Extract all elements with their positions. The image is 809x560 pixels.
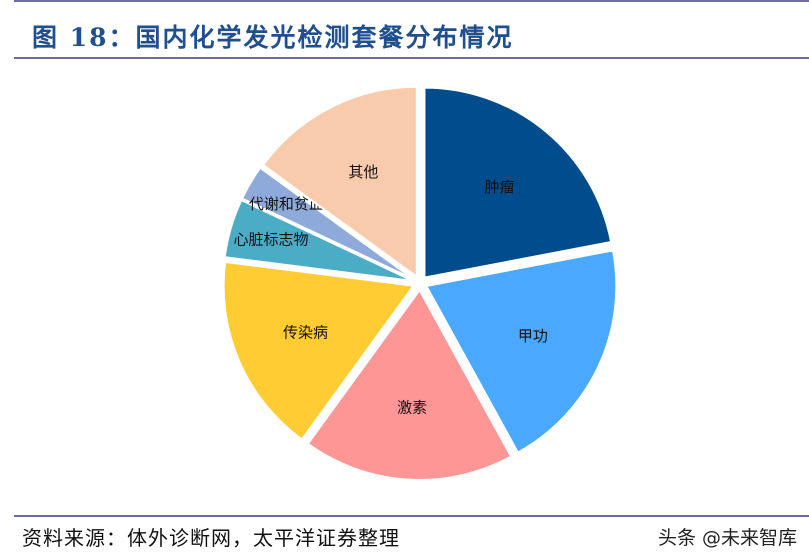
watermark: 头条 @未来智库 bbox=[657, 527, 797, 549]
slice-label: 肿瘤 bbox=[485, 178, 515, 196]
pie-slice bbox=[306, 288, 513, 481]
slice-label: 代谢和贫血 bbox=[249, 195, 324, 213]
pie-chart: 肿瘤甲功激素 传染病 心脏标志物 代谢和贫血 其他 bbox=[0, 60, 809, 510]
slice-label: 其他 bbox=[348, 163, 378, 181]
pie-slice bbox=[223, 198, 414, 283]
slice-label: 心脏标志物 bbox=[233, 231, 308, 249]
title-underline bbox=[14, 57, 809, 59]
slice-label: 甲功 bbox=[518, 327, 548, 345]
pie-slice bbox=[424, 249, 618, 454]
pie-slice bbox=[423, 86, 613, 279]
slice-label: 传染病 bbox=[283, 324, 328, 342]
pie-slice bbox=[261, 85, 418, 279]
pie-slice bbox=[240, 166, 415, 281]
top-rule bbox=[14, 0, 809, 2]
source-note: 资料来源：体外诊断网，太平洋证券整理 bbox=[22, 526, 400, 550]
slice-label: 激素 bbox=[397, 399, 427, 417]
pie-slice bbox=[222, 260, 416, 441]
footer-rule bbox=[14, 515, 809, 517]
figure-title: 图 18：国内化学发光检测套餐分布情况 bbox=[32, 23, 514, 52]
